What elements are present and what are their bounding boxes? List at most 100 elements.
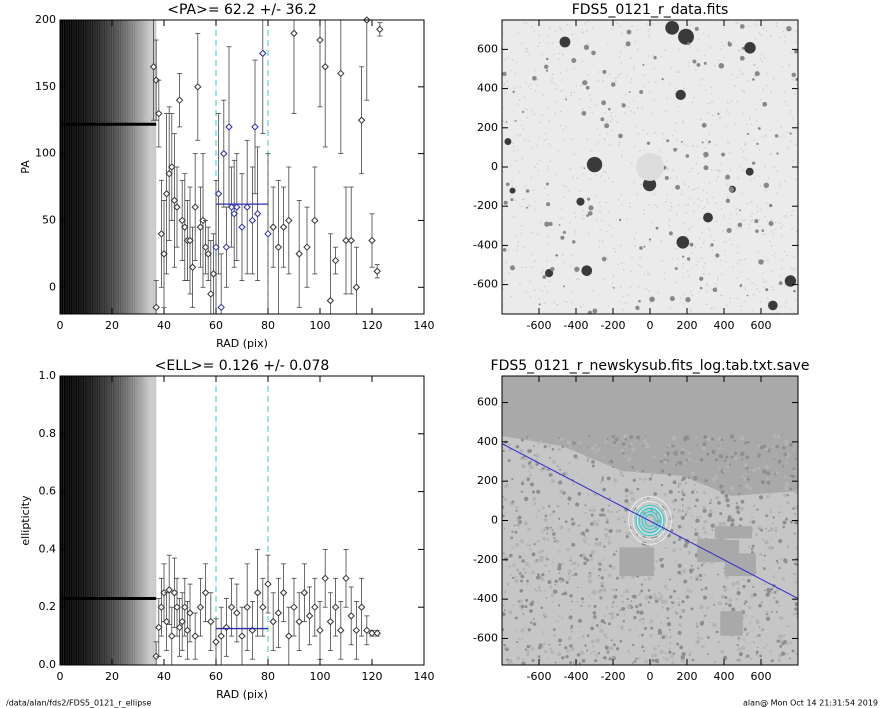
noise — [560, 207, 563, 209]
noise — [716, 279, 719, 281]
noise — [702, 611, 705, 613]
noise — [714, 64, 716, 67]
noise — [787, 545, 789, 548]
noise — [515, 159, 518, 162]
noise — [792, 467, 796, 471]
noise — [677, 630, 682, 635]
noise — [702, 189, 704, 192]
noise — [515, 505, 519, 509]
noise — [559, 90, 562, 92]
noise — [543, 139, 546, 142]
noise — [565, 69, 568, 72]
noise — [793, 532, 796, 535]
point — [155, 623, 163, 632]
source — [673, 147, 677, 152]
point — [196, 603, 205, 611]
noise — [607, 536, 611, 539]
noise — [618, 25, 621, 28]
point — [204, 250, 212, 258]
noise — [703, 519, 708, 524]
noise — [772, 434, 777, 438]
noise — [652, 455, 657, 459]
noise — [764, 189, 767, 192]
noise — [544, 187, 546, 190]
noise — [746, 203, 749, 205]
noise — [615, 605, 618, 608]
noise — [700, 620, 705, 625]
noise — [710, 93, 713, 95]
noise — [512, 576, 515, 580]
point — [279, 223, 288, 231]
noise — [617, 517, 621, 521]
noise — [594, 174, 597, 176]
noise — [666, 97, 668, 100]
noise — [649, 634, 653, 638]
noise — [547, 657, 550, 660]
point — [217, 632, 225, 640]
noise — [666, 607, 670, 611]
noise — [600, 589, 602, 591]
noise — [553, 540, 556, 543]
noise — [668, 489, 673, 494]
noise — [683, 293, 686, 296]
noise — [612, 601, 615, 604]
noise — [502, 496, 504, 498]
noise — [554, 584, 556, 586]
noise — [569, 608, 572, 611]
noise — [754, 23, 756, 25]
noise — [743, 550, 746, 552]
noise — [736, 659, 738, 662]
noise — [563, 196, 565, 198]
noise — [527, 140, 530, 142]
noise — [572, 441, 576, 445]
noise — [601, 476, 605, 479]
noise — [528, 470, 531, 473]
noise — [600, 595, 604, 599]
noise — [542, 269, 545, 272]
noise — [587, 435, 590, 438]
noise — [646, 23, 648, 25]
noise — [744, 300, 746, 303]
noise — [724, 595, 728, 600]
noise — [760, 34, 763, 36]
noise — [697, 187, 699, 190]
noise — [519, 448, 524, 453]
noise — [570, 630, 574, 633]
noise — [568, 569, 572, 573]
noise — [642, 621, 645, 624]
noise — [784, 305, 787, 308]
point — [259, 49, 267, 58]
noise — [636, 487, 640, 491]
noise — [709, 246, 711, 248]
noise — [521, 628, 525, 631]
noise — [780, 235, 783, 238]
source — [761, 229, 765, 233]
noise — [678, 623, 682, 627]
noise — [603, 545, 606, 548]
source — [689, 242, 694, 247]
noise — [666, 446, 669, 449]
noise — [546, 291, 548, 293]
noise — [723, 26, 726, 29]
noise — [581, 209, 584, 211]
noise — [540, 606, 544, 610]
noise — [519, 599, 523, 603]
noise — [728, 598, 733, 603]
noise — [697, 198, 700, 200]
point — [149, 63, 158, 71]
noise — [590, 549, 596, 555]
noise — [694, 504, 697, 508]
panel: FDS5_0121_r_newskysub.fits_log.tab.txt.s… — [473, 358, 809, 683]
noise — [513, 215, 515, 218]
noise — [525, 633, 528, 636]
noise — [789, 487, 793, 491]
noise — [606, 120, 608, 123]
noise — [588, 594, 591, 597]
noise — [750, 551, 754, 555]
noise — [511, 51, 513, 54]
noise — [619, 473, 623, 476]
noise — [706, 191, 708, 193]
noise — [519, 283, 521, 285]
noise — [671, 601, 674, 605]
noise — [608, 73, 611, 76]
